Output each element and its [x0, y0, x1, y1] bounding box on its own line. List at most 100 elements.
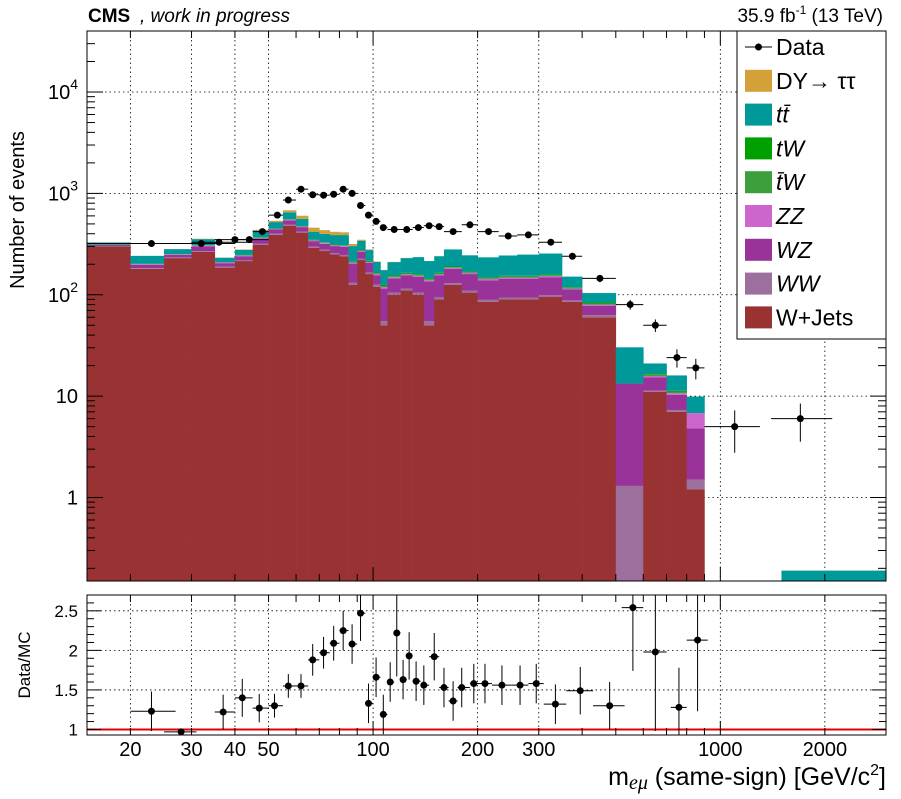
- legend-label-data: Data: [776, 34, 825, 60]
- ratio-point-33: [566, 666, 594, 715]
- ratio-marker-5: [270, 702, 278, 710]
- bar-tw-19: [387, 275, 401, 277]
- legend-label-wz: WZ: [776, 237, 813, 263]
- legend-entry-tbarw: t̄W: [745, 169, 806, 195]
- bar-ww-25: [461, 290, 478, 293]
- stacked-histogram: [87, 210, 887, 582]
- bar-wjets-12: [329, 254, 340, 582]
- bar-wjets-10: [308, 247, 320, 581]
- bar-ww-27: [498, 297, 518, 300]
- ratio-point-16: [379, 694, 388, 735]
- ratio-marker-3: [238, 694, 246, 702]
- bar-ww-18: [380, 321, 388, 326]
- ratio-point-28: [481, 663, 492, 704]
- x-tick-label-2: 40: [224, 739, 246, 761]
- bar-ww-23: [434, 297, 445, 300]
- bar-tbarw-19: [387, 276, 401, 278]
- ratio-marker-13: [357, 609, 365, 617]
- y-tick-exp-3: 3: [70, 177, 78, 193]
- ratio-marker-16: [379, 710, 387, 718]
- ratio-point-17: [386, 662, 395, 702]
- bar-tt-23: [434, 256, 445, 273]
- bar-zz-20: [400, 274, 413, 276]
- legend-label-tw: tW: [776, 135, 806, 161]
- bar-tt-15: [357, 240, 366, 251]
- ratio-points: [130, 595, 708, 736]
- bar-tw-31: [582, 302, 617, 304]
- bar-wjets-35: [686, 489, 705, 581]
- bar-zz-23: [434, 274, 445, 276]
- data-points: [87, 185, 833, 453]
- bar-tw-33: [643, 373, 667, 375]
- x-tick-label-8: 2000: [803, 739, 848, 761]
- bar-wjets-11: [319, 251, 331, 581]
- data-point-5: [252, 228, 269, 236]
- data-marker-1: [197, 240, 205, 248]
- bar-wz-9: [296, 227, 309, 232]
- data-point-11: [329, 190, 340, 198]
- bar-tbarw-17: [373, 273, 381, 275]
- y-tick-label-0: 1: [67, 487, 78, 509]
- data-point-18: [387, 226, 401, 234]
- bar-wz-11: [319, 243, 331, 250]
- ratio-tick-label-0: 1: [69, 720, 78, 739]
- bar-tbarw-23: [434, 273, 445, 275]
- bar-tbarw-33: [643, 374, 667, 376]
- bar-zz-29: [538, 276, 563, 278]
- ratio-point-20: [405, 632, 413, 680]
- x-label-end: ]: [879, 763, 886, 791]
- y-axis-label: Number of events: [7, 131, 29, 289]
- bar-wz-0: [87, 244, 131, 246]
- bar-wz-23: [434, 275, 445, 298]
- data-point-9: [308, 191, 320, 199]
- bar-zz-13: [339, 246, 349, 247]
- legend: Data DY→ ττ tt̄ tW t̄W ZZ WZ WW W+Jets: [736, 30, 887, 340]
- bar-wz-34: [666, 394, 687, 410]
- bar-wz-3: [191, 246, 216, 252]
- bar-zz-9: [296, 226, 309, 228]
- bar-tt-12: [329, 235, 340, 245]
- bar-ww-17: [373, 284, 381, 287]
- bar-wz-5: [234, 256, 253, 261]
- bar-zz-25: [461, 272, 478, 275]
- x-tick-label-0: 20: [119, 739, 141, 761]
- bar-dy-7: [268, 220, 284, 223]
- bar-dy-12: [329, 231, 340, 236]
- bar-tt-1: [130, 255, 165, 264]
- bar-dy-15: [357, 239, 366, 241]
- data-marker-15: [364, 211, 372, 219]
- lumi-exponent: -1: [796, 3, 807, 17]
- data-marker-34: [692, 364, 700, 372]
- bar-wjets-18: [380, 325, 388, 581]
- x-label-rest: (same-sign) [GeV/c: [648, 763, 870, 791]
- y-tick-exp-4: 4: [70, 76, 78, 92]
- bar-wjets-1: [130, 268, 165, 581]
- bar-tbarw-25: [461, 272, 478, 273]
- bar-ww-7: [268, 233, 284, 235]
- ratio-tick-label-1: 1.5: [54, 681, 78, 700]
- data-point-2: [191, 238, 253, 246]
- bar-wjets-25: [461, 292, 478, 581]
- ratio-point-25: [448, 681, 458, 721]
- bar-tbarw-16: [365, 261, 374, 263]
- bar-wjets-13: [339, 256, 349, 581]
- bar-tt-24: [443, 249, 463, 267]
- bar-wz-32: [615, 383, 644, 486]
- ratio-point-5: [268, 693, 283, 718]
- bar-ww-32: [615, 485, 644, 581]
- bar-tt-26: [477, 257, 499, 278]
- bar-ww-29: [538, 295, 563, 298]
- bar-zz-34: [666, 393, 687, 395]
- ratio-marker-36: [651, 648, 659, 656]
- bar-wjets-3: [191, 251, 216, 581]
- legend-swatch-ww: [745, 272, 772, 295]
- bar-wjets-28: [517, 299, 540, 581]
- data-point-19: [400, 226, 413, 234]
- lumi-energy: (13 TeV): [806, 6, 883, 27]
- bar-tw-24: [443, 266, 463, 268]
- bar-tw-18: [380, 284, 388, 287]
- bar-wz-29: [538, 277, 563, 296]
- ratio-marker-20: [405, 652, 413, 660]
- bar-tw-29: [538, 274, 563, 276]
- bar-tbarw-26: [477, 278, 499, 280]
